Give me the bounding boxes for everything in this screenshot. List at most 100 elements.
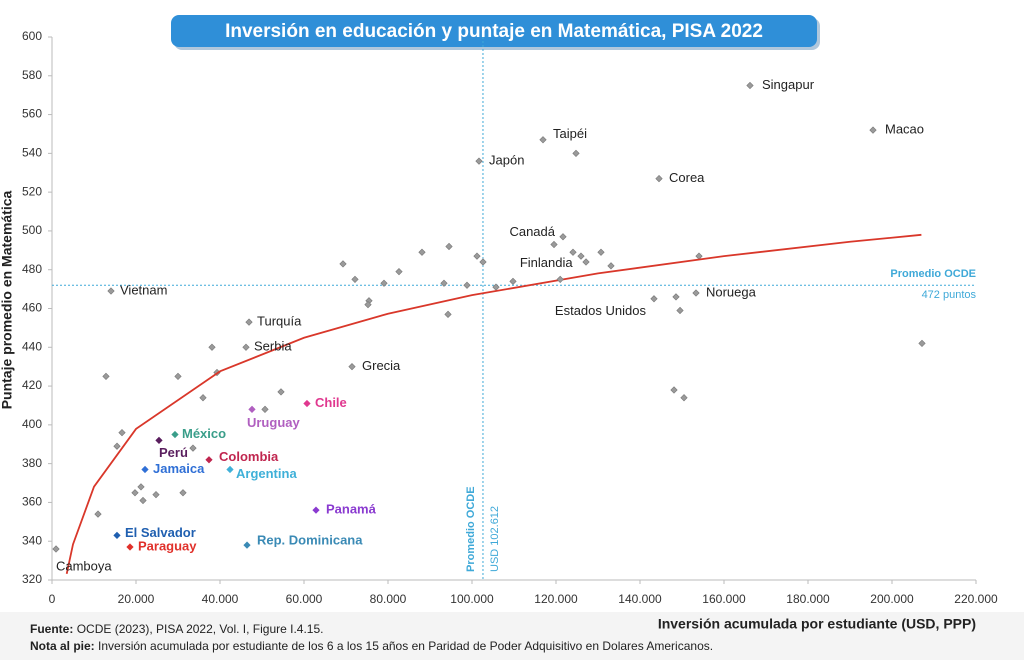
footer-background — [0, 612, 1024, 660]
note-label: Nota al pie: — [30, 639, 95, 653]
point-label: Japón — [489, 153, 524, 168]
point-label: Serbia — [254, 339, 292, 354]
y-tick-label: 600 — [22, 29, 42, 43]
point — [418, 248, 426, 256]
point-label: Singapur — [762, 77, 815, 92]
point-label: Rep. Dominicana — [257, 533, 363, 548]
point — [243, 541, 251, 549]
point — [692, 289, 700, 297]
point — [208, 343, 216, 351]
title-box — [171, 15, 817, 47]
point — [559, 233, 567, 241]
oecd-x-label: Promedio OCDE — [465, 486, 477, 572]
y-tick-label: 340 — [22, 533, 42, 547]
point — [869, 126, 877, 134]
point-label: México — [182, 426, 226, 441]
point — [174, 372, 182, 380]
x-tick-label: 200.000 — [870, 592, 914, 606]
point — [118, 428, 126, 437]
point — [463, 281, 471, 289]
note-text: Inversión acumulada por estudiante de lo… — [98, 639, 713, 653]
point-label: Jamaica — [153, 461, 205, 476]
y-tick-label: 360 — [22, 495, 42, 509]
source-text: OCDE (2023), PISA 2022, Vol. I, Figure I… — [77, 622, 324, 636]
x-tick-label: 20.000 — [118, 592, 155, 606]
point-label: Corea — [669, 170, 705, 185]
point — [475, 157, 483, 165]
chart-title: Inversión en educación y puntaje en Mate… — [225, 21, 763, 42]
y-axis-title: Puntaje promedio en Matemática — [0, 190, 15, 409]
point — [179, 489, 187, 497]
point — [550, 240, 558, 249]
point-label: Turquía — [257, 314, 302, 329]
point — [245, 318, 253, 326]
point — [303, 399, 311, 408]
point-label: Argentina — [236, 466, 297, 481]
y-tick-label: 580 — [22, 68, 42, 82]
point-label: Paraguay — [138, 538, 197, 553]
x-tick-label: 100.000 — [450, 592, 494, 606]
y-tick-label: 460 — [22, 301, 42, 315]
point — [607, 262, 615, 270]
point — [473, 252, 481, 260]
point — [650, 295, 658, 303]
point — [52, 545, 60, 553]
point — [226, 465, 234, 474]
point — [107, 287, 115, 295]
point — [655, 174, 663, 183]
point-label: Chile — [315, 395, 347, 410]
point — [113, 531, 121, 540]
x-tick-label: 120.000 — [534, 592, 578, 606]
point-label: Panamá — [326, 502, 377, 517]
point-label: Noruega — [706, 284, 757, 299]
point — [351, 275, 359, 284]
point — [676, 306, 684, 315]
point — [248, 405, 256, 413]
point — [680, 394, 688, 402]
point — [577, 252, 585, 260]
point — [582, 258, 590, 266]
y-tick-label: 560 — [22, 107, 42, 121]
oecd-y-label: 472 puntos — [922, 289, 977, 301]
y-tick-label: 520 — [22, 184, 42, 198]
y-tick-label: 400 — [22, 417, 42, 431]
point — [597, 248, 605, 256]
point — [189, 444, 197, 452]
point-label: Canadá — [509, 224, 555, 239]
oecd-x-label: USD 102.612 — [489, 506, 501, 572]
point — [364, 300, 372, 309]
x-tick-label: 140.000 — [618, 592, 662, 606]
point — [277, 388, 285, 396]
point — [395, 268, 403, 276]
point — [440, 279, 448, 287]
x-tick-label: 60.000 — [286, 592, 323, 606]
footer-source: Fuente: OCDE (2023), PISA 2022, Vol. I, … — [30, 622, 323, 636]
point-label: Colombia — [219, 449, 279, 464]
y-tick-label: 380 — [22, 456, 42, 470]
point-label: El Salvador — [125, 525, 196, 540]
point — [444, 310, 452, 318]
point — [155, 436, 163, 444]
point — [171, 430, 179, 439]
x-tick-label: 220.000 — [954, 592, 998, 606]
point-label: Finlandia — [520, 255, 574, 270]
point — [242, 343, 250, 351]
y-tick-label: 480 — [22, 262, 42, 276]
point-label: Grecia — [362, 358, 401, 373]
point — [312, 506, 320, 514]
point — [572, 149, 580, 157]
oecd-y-label: Promedio OCDE — [890, 268, 976, 280]
point-label: Uruguay — [247, 415, 301, 430]
x-tick-label: 160.000 — [702, 592, 746, 606]
y-tick-label: 500 — [22, 223, 42, 237]
point — [94, 510, 102, 518]
point-label: Estados Unidos — [555, 303, 647, 318]
point — [261, 405, 269, 413]
point — [556, 275, 564, 284]
point-label: Taipéi — [553, 126, 587, 141]
point — [139, 496, 147, 505]
point — [348, 363, 356, 371]
x-tick-label: 0 — [49, 592, 56, 606]
point — [670, 386, 678, 394]
point — [672, 293, 680, 301]
